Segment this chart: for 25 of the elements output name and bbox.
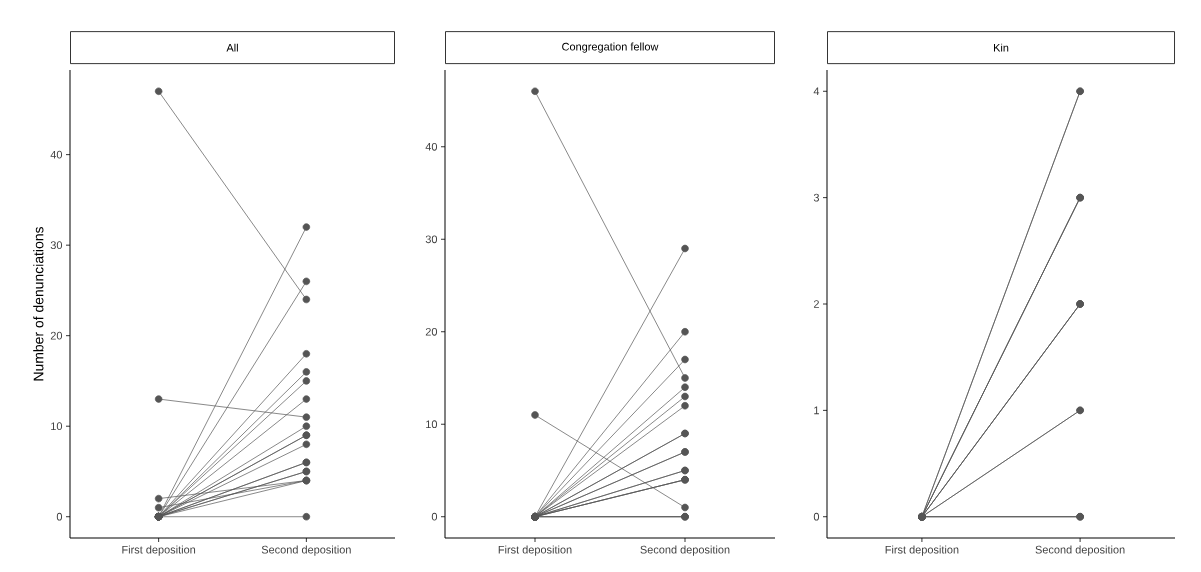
x-tick-label: Second deposition: [640, 545, 730, 556]
y-tick-label: 2: [813, 300, 819, 308]
x-tick-label: Second deposition: [261, 545, 351, 556]
y-tick-label: 10: [51, 422, 63, 431]
y-tick-label: 0: [56, 512, 63, 521]
y-tick-label: 30: [425, 235, 438, 244]
chart-title: Congregation fellow: [562, 42, 659, 53]
y-tick-label: 0: [813, 512, 820, 521]
y-tick-label: 10: [426, 420, 438, 429]
y-tick-label: 40: [50, 150, 63, 159]
chart-title: All: [226, 43, 238, 52]
chart-title: Kin: [994, 43, 1009, 52]
x-tick-label: Second deposition: [1035, 545, 1125, 556]
x-tick-label: First deposition: [885, 545, 959, 556]
y-axis-title: Number of denunciations: [33, 227, 44, 381]
y-tick-label: 40: [425, 142, 438, 151]
x-tick-label: First deposition: [498, 545, 572, 556]
y-tick-label: 3: [813, 193, 819, 202]
y-tick-label: 0: [431, 512, 438, 521]
y-tick-label: 30: [50, 241, 63, 250]
y-tick-label: 20: [425, 327, 438, 336]
y-tick-label: 1: [814, 406, 819, 415]
y-tick-label: 4: [813, 87, 820, 96]
x-tick-label: First deposition: [122, 545, 196, 556]
y-tick-label: 20: [50, 331, 63, 340]
